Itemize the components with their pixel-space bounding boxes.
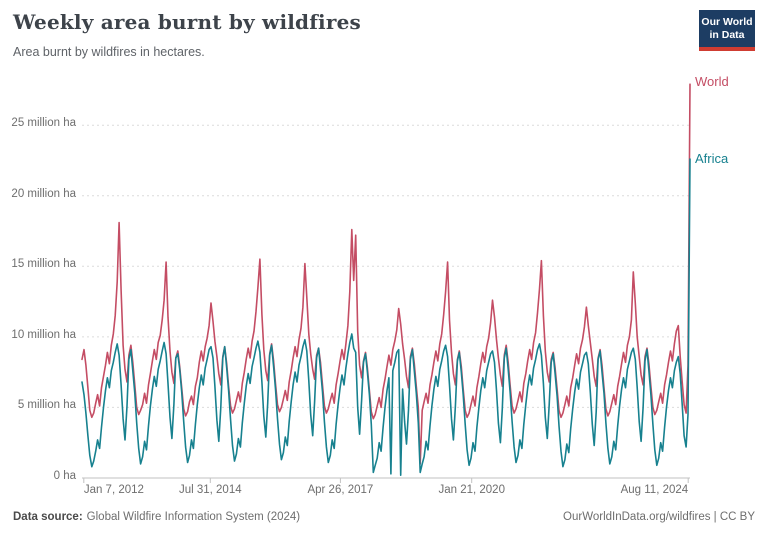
y-axis-label: 25 million ha [11, 117, 76, 130]
page-title: Weekly area burnt by wildfires [13, 10, 361, 34]
y-axis-label: 10 million ha [11, 328, 76, 341]
footer-link[interactable]: OurWorldInData.org/wildfires | CC BY [563, 511, 755, 523]
plot-area[interactable] [81, 80, 691, 484]
series-line-africa[interactable] [81, 158, 691, 477]
y-axis: 0 ha 5 million ha 10 million ha 15 million … [0, 80, 76, 484]
x-axis-label: Jul 31, 2014 [178, 484, 242, 496]
x-axis-label: Aug 11, 2024 [620, 484, 689, 496]
series-label-africa[interactable]: Africa [695, 151, 729, 166]
x-axis: Jan 7, 2012 Jul 31, 2014 Apr 26, 2017 Jan 2… [82, 484, 690, 500]
footer-source: Data source: Global Wildfire Information … [13, 511, 300, 523]
footer-source-text: Global Wildfire Information System (2024… [86, 511, 301, 523]
x-axis-label: Jan 7, 2012 [83, 484, 144, 496]
page-subtitle: Area burnt by wildfires in hectares. [13, 45, 205, 59]
owid-logo-line1: Our World [701, 15, 753, 28]
y-axis-label: 0 ha [53, 470, 76, 482]
chart-canvas[interactable] [81, 80, 691, 484]
footer: Data source: Global Wildfire Information … [13, 511, 755, 523]
footer-source-label: Data source: [13, 511, 83, 523]
x-axis-label: Apr 26, 2017 [307, 484, 374, 496]
owid-logo[interactable]: Our World in Data [699, 10, 755, 51]
y-axis-label: 20 million ha [11, 187, 76, 200]
x-axis-label: Jan 21, 2020 [438, 484, 505, 496]
series-label-world[interactable]: World [695, 74, 729, 89]
owid-logo-line2: in Data [709, 28, 745, 41]
y-axis-label: 5 million ha [17, 399, 76, 412]
y-axis-label: 15 million ha [11, 258, 76, 271]
